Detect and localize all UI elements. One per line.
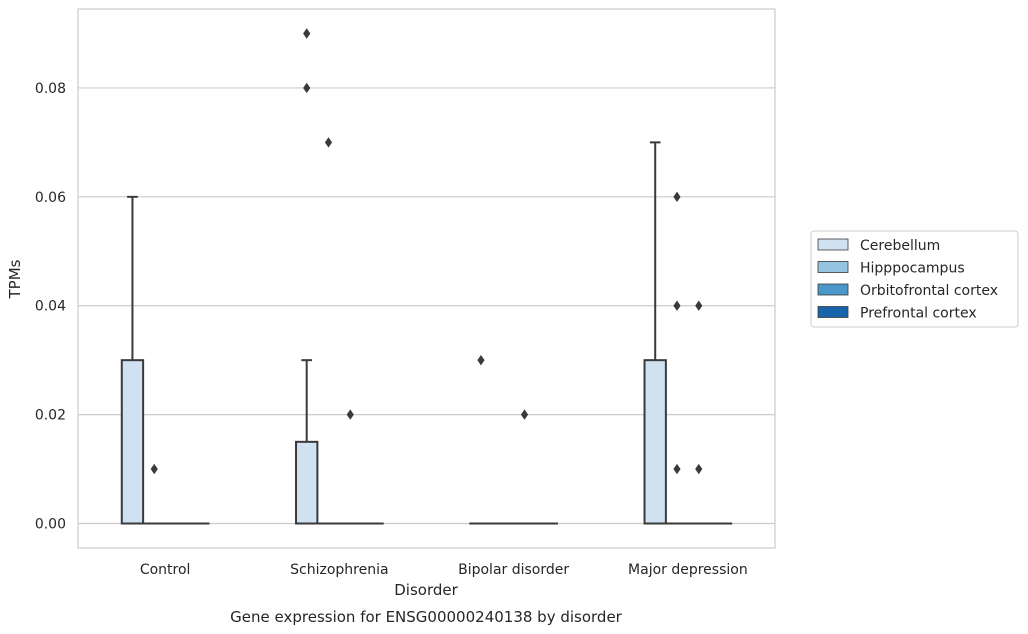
outlier-point (303, 82, 311, 94)
box-hipppocampus (665, 191, 689, 525)
box-cerebellum (120, 195, 145, 525)
box-orbitofrontal-cortex (512, 409, 537, 525)
x-tick-label: Bipolar disorder (458, 562, 569, 578)
y-tick-label: 0.04 (35, 299, 66, 315)
outlier-point (673, 300, 681, 311)
legend-label: Orbitofrontal cortex (860, 283, 998, 299)
outlier-point (695, 300, 703, 311)
y-axis-label: TPMs (6, 259, 24, 299)
plot-frame (77, 8, 776, 549)
outlier-point (695, 463, 703, 475)
y-tick-labels: 0.00 0.02 0.04 0.06 0.08 (35, 81, 66, 533)
box-body (643, 359, 667, 525)
legend-label: Hipppocampus (860, 261, 965, 277)
box-body (295, 440, 319, 525)
y-tick-label: 0.08 (35, 81, 66, 97)
legend-items: Cerebellum Hipppocampus Orbitofrontal cort… (817, 238, 998, 322)
y-tick-label: 0.00 (35, 517, 66, 533)
outlier-point (346, 409, 354, 420)
legend-swatch (817, 283, 849, 296)
box-body (120, 359, 145, 525)
x-axis-label: Disorder (394, 581, 458, 599)
box-cerebellum (469, 354, 493, 525)
outlier-point (673, 463, 681, 475)
box-orbitofrontal-cortex (338, 409, 362, 525)
x-tick-label: Schizophrenia (290, 562, 388, 578)
box-cerebellum (643, 141, 667, 525)
outlier-point (520, 409, 529, 420)
x-tick-label: Control (140, 562, 191, 578)
legend-label: Prefrontal cortex (860, 306, 977, 322)
box-hipppocampus (142, 463, 166, 525)
outlier-point (150, 463, 158, 475)
y-tick-label: 0.06 (35, 190, 66, 206)
outlier-point (477, 354, 485, 366)
outlier-point (324, 137, 333, 148)
y-tick-label: 0.02 (35, 408, 66, 424)
legend-label: Cerebellum (860, 238, 940, 254)
legend-frame (810, 230, 1019, 328)
box-cerebellum (295, 28, 319, 525)
legend-swatch (817, 238, 849, 251)
outlier-point (303, 28, 311, 39)
box-hipppocampus (316, 137, 341, 525)
x-tick-labels: Control Schizophrenia Bipolar disorder Majo… (140, 562, 748, 578)
chart-caption: Gene expression for ENSG00000240138 by d… (230, 608, 623, 626)
legend: Cerebellum Hipppocampus Orbitofrontal cort… (810, 230, 1019, 328)
box-orbitofrontal-cortex (687, 300, 711, 525)
gridlines (78, 87, 775, 525)
legend-swatch (817, 306, 849, 318)
legend-swatch (817, 261, 849, 273)
boxes (120, 28, 733, 525)
outlier-point (673, 191, 681, 203)
x-tick-label: Major depression (628, 562, 748, 578)
